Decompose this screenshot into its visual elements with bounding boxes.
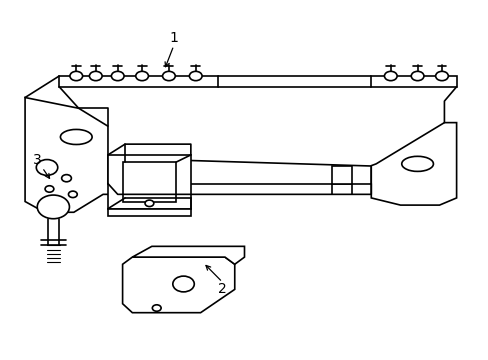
Circle shape	[68, 191, 77, 198]
Polygon shape	[108, 209, 190, 216]
Text: 2: 2	[218, 282, 226, 296]
Polygon shape	[331, 166, 351, 184]
Polygon shape	[122, 257, 234, 313]
Circle shape	[89, 71, 102, 81]
Circle shape	[111, 71, 124, 81]
Text: 3: 3	[33, 153, 41, 167]
Circle shape	[410, 71, 423, 81]
Circle shape	[145, 200, 154, 207]
Polygon shape	[370, 76, 456, 87]
Polygon shape	[122, 162, 176, 202]
Polygon shape	[59, 76, 217, 87]
Circle shape	[70, 71, 82, 81]
Circle shape	[172, 276, 194, 292]
Circle shape	[435, 71, 447, 81]
Polygon shape	[108, 158, 370, 184]
Circle shape	[384, 71, 396, 81]
Circle shape	[136, 71, 148, 81]
Circle shape	[189, 71, 202, 81]
Circle shape	[152, 305, 161, 311]
Polygon shape	[25, 98, 118, 212]
Circle shape	[36, 159, 58, 175]
Text: 1: 1	[169, 31, 178, 45]
Circle shape	[162, 71, 175, 81]
Circle shape	[45, 186, 54, 192]
Polygon shape	[370, 123, 456, 205]
Polygon shape	[132, 246, 244, 264]
Circle shape	[61, 175, 71, 182]
Polygon shape	[108, 155, 190, 209]
Circle shape	[37, 195, 69, 219]
